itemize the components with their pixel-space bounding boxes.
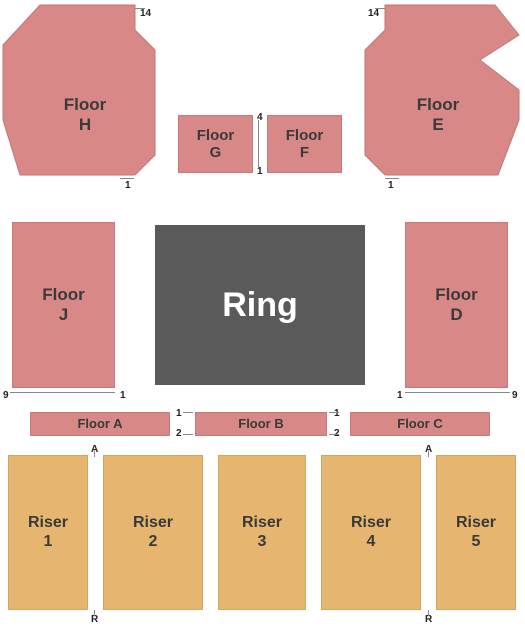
- tick: [94, 451, 95, 457]
- riser-3[interactable]: Riser 3: [218, 455, 306, 610]
- floor-f[interactable]: Floor F: [267, 115, 342, 173]
- tick: [10, 392, 115, 393]
- tick: [183, 434, 193, 435]
- tick: [183, 412, 193, 413]
- tick: [405, 392, 510, 393]
- row-label: 1: [125, 180, 131, 191]
- tick: [375, 8, 385, 9]
- floor-b[interactable]: Floor B: [195, 412, 327, 436]
- row-label: 9: [3, 390, 9, 401]
- floor-e-shape[interactable]: [365, 5, 519, 175]
- tick: [94, 610, 95, 616]
- floor-h-shape[interactable]: [3, 5, 155, 175]
- row-label: 1: [120, 390, 126, 401]
- floor-j[interactable]: Floor J: [12, 222, 115, 388]
- tick: [135, 8, 145, 9]
- tick: [120, 178, 134, 179]
- row-label: 1: [176, 408, 182, 419]
- riser-5[interactable]: Riser 5: [436, 455, 516, 610]
- floor-a[interactable]: Floor A: [30, 412, 170, 436]
- tick: [428, 610, 429, 616]
- tick: [385, 178, 399, 179]
- row-label: 1: [388, 180, 394, 191]
- floor-d[interactable]: Floor D: [405, 222, 508, 388]
- riser-1[interactable]: Riser 1: [8, 455, 88, 610]
- riser-4[interactable]: Riser 4: [321, 455, 421, 610]
- row-label: 9: [512, 390, 518, 401]
- row-label: 1: [334, 408, 340, 419]
- tick: [329, 412, 339, 413]
- tick: [428, 451, 429, 457]
- floor-g[interactable]: Floor G: [178, 115, 253, 173]
- row-label: 14: [140, 8, 151, 19]
- row-label: 2: [176, 428, 182, 439]
- riser-2[interactable]: Riser 2: [103, 455, 203, 610]
- tick: [258, 120, 259, 168]
- row-label: 14: [368, 8, 379, 19]
- floor-c[interactable]: Floor C: [350, 412, 490, 436]
- row-label: 1: [397, 390, 403, 401]
- tick: [329, 434, 339, 435]
